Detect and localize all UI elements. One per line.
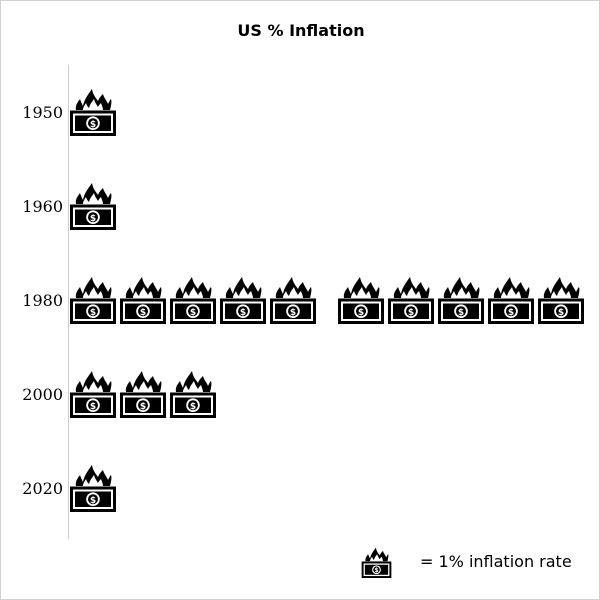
burning-money-icon xyxy=(120,276,166,324)
y-tick-label-2020: 2020 xyxy=(22,479,63,498)
burning-money-icon xyxy=(70,88,116,136)
chart-title: US % Inflation xyxy=(237,21,365,40)
data-rows: 1950 1960 1980 2000 2020 xyxy=(22,88,584,512)
y-tick-label-1980: 1980 xyxy=(22,291,63,310)
legend-burning-money-icon xyxy=(361,547,392,578)
burning-money-icon xyxy=(220,276,266,324)
burning-money-icon xyxy=(538,276,584,324)
y-tick-label-1950: 1950 xyxy=(22,103,63,122)
y-tick-label-2000: 2000 xyxy=(22,385,63,404)
burning-money-icon xyxy=(438,276,484,324)
burning-money-icon xyxy=(388,276,434,324)
burning-money-icon xyxy=(270,276,316,324)
burning-money-icon xyxy=(338,276,384,324)
burning-money-icon xyxy=(120,370,166,418)
y-tick-label-1960: 1960 xyxy=(22,197,63,216)
burning-money-icon xyxy=(70,276,116,324)
legend-label: = 1% inflation rate xyxy=(420,552,572,571)
burning-money-icon xyxy=(170,370,216,418)
burning-money-icon xyxy=(488,276,534,324)
legend: = 1% inflation rate xyxy=(361,547,572,578)
burning-money-icon xyxy=(70,464,116,512)
burning-money-icon xyxy=(170,276,216,324)
burning-money-icon xyxy=(70,182,116,230)
burning-money-icon xyxy=(70,370,116,418)
